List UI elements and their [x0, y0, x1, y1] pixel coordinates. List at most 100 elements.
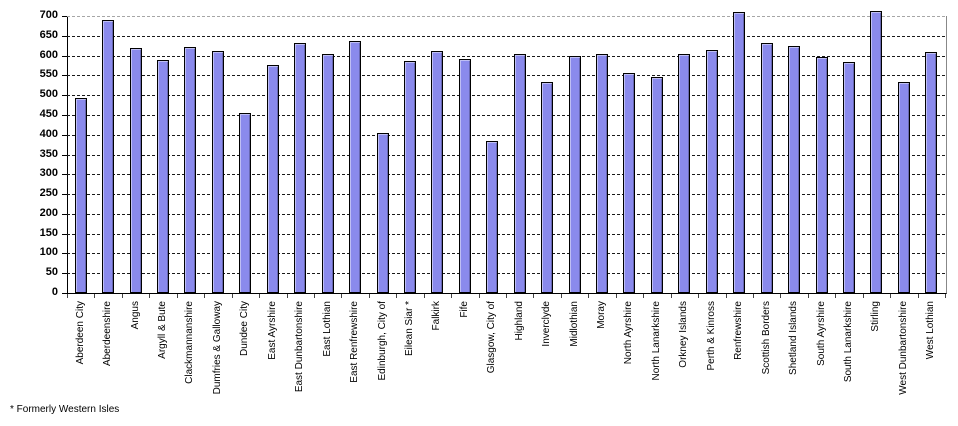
- gridline: [67, 233, 945, 235]
- gridline: [67, 253, 945, 255]
- x-axis-tick: [890, 294, 892, 298]
- y-axis-tick: [62, 134, 67, 136]
- bar: [157, 60, 170, 293]
- y-axis-tick-label: 700: [39, 9, 58, 21]
- x-axis-label: Moray: [596, 301, 608, 329]
- bar: [568, 55, 581, 293]
- x-axis-tick: [945, 294, 946, 298]
- x-axis-tick: [67, 294, 68, 298]
- bar: [678, 54, 691, 293]
- x-axis-label: Perth & Kinross: [705, 301, 717, 371]
- x-axis-tick: [615, 294, 617, 298]
- x-axis-label: Fife: [458, 301, 470, 318]
- chart-footnote: * Formerly Western Isles: [10, 404, 120, 415]
- bar: [925, 52, 938, 293]
- x-axis-tick: [204, 294, 206, 298]
- bar: [486, 140, 499, 293]
- y-axis-tick: [62, 75, 67, 77]
- y-axis-tick-label: 100: [39, 246, 58, 259]
- bar: [376, 132, 389, 293]
- y-axis-tick: [62, 55, 67, 57]
- x-axis-tick: [231, 294, 233, 298]
- bar: [596, 53, 609, 293]
- y-axis-tick: [62, 114, 67, 116]
- y-axis-tick-label: 550: [39, 68, 58, 81]
- bar: [458, 59, 471, 293]
- y-axis-tick: [62, 35, 67, 37]
- bar: [349, 40, 362, 293]
- y-axis-tick-label: 250: [39, 187, 58, 200]
- x-axis-label: Renfrewshire: [733, 301, 745, 360]
- x-axis-label: Stirling: [870, 301, 882, 332]
- gridline: [67, 95, 945, 97]
- x-axis-label: East Renfrewshire: [349, 301, 361, 383]
- gridline: [67, 35, 945, 37]
- y-axis-tick: [62, 253, 67, 255]
- x-axis-label: Inverclyde: [541, 301, 553, 347]
- y-axis-tick: [62, 194, 67, 196]
- y-axis-tick-label: 650: [39, 28, 58, 41]
- bar: [842, 61, 855, 293]
- bar: [733, 12, 746, 293]
- gridline: [67, 213, 945, 215]
- x-axis-tick: [149, 294, 151, 298]
- y-axis-tick: [62, 154, 67, 156]
- x-axis-tick: [506, 294, 507, 298]
- x-axis-tick: [423, 294, 425, 298]
- x-axis-label: Dundee City: [239, 301, 251, 357]
- x-axis-label: Glasgow, City of: [486, 301, 498, 374]
- gridline: [67, 273, 945, 275]
- x-axis-label: North Lanarkshire: [650, 301, 662, 381]
- gridline: [67, 55, 945, 57]
- x-axis-label: Aberdeen City: [74, 301, 86, 365]
- y-axis-tick-label: 450: [39, 107, 58, 120]
- x-axis-label: Scottish Borders: [760, 301, 772, 375]
- y-axis-tick-label: 500: [39, 88, 58, 101]
- y-axis-tick: [62, 233, 67, 235]
- bar: [897, 82, 910, 293]
- x-axis-tick: [478, 294, 480, 298]
- y-axis-tick-label: 400: [39, 127, 58, 140]
- y-axis-tick-label: 200: [39, 206, 58, 219]
- bar: [102, 19, 115, 293]
- x-axis-label: Shetland Islands: [788, 301, 800, 375]
- x-axis-label: West Lothian: [925, 301, 937, 360]
- y-axis-tick-label: 600: [39, 48, 58, 61]
- x-axis-tick: [698, 294, 700, 298]
- x-axis-label: Clackmannanshire: [184, 301, 196, 384]
- y-axis-tick: [62, 95, 67, 97]
- x-axis-tick: [780, 294, 782, 298]
- x-axis-label: East Lothian: [321, 301, 333, 357]
- x-axis-tick: [670, 294, 672, 298]
- x-axis-tick: [396, 294, 398, 298]
- bar: [788, 46, 801, 293]
- x-axis-tick: [862, 294, 864, 298]
- bar: [815, 56, 828, 293]
- bar: [74, 97, 87, 293]
- x-axis-label: Falkirk: [431, 301, 443, 331]
- bar: [239, 112, 252, 293]
- x-axis-tick: [807, 294, 809, 298]
- bar: [403, 61, 416, 293]
- x-axis-label: Highland: [513, 301, 525, 341]
- x-axis-tick: [94, 294, 96, 298]
- x-axis-tick: [533, 294, 535, 298]
- x-axis-tick: [259, 294, 261, 298]
- bar: [266, 65, 279, 293]
- y-axis-tick: [62, 293, 67, 294]
- bar: [760, 42, 773, 293]
- y-axis-tick: [62, 273, 67, 275]
- y-axis-tick: [62, 16, 67, 17]
- x-axis-tick: [560, 294, 562, 298]
- bar: [513, 53, 526, 293]
- x-axis-label: Eilean Siar *: [403, 301, 415, 357]
- bar: [211, 50, 224, 293]
- x-axis-tick: [313, 294, 315, 298]
- x-axis-label: Midlothian: [568, 301, 580, 347]
- x-axis-tick: [286, 294, 288, 298]
- bar: [431, 50, 444, 293]
- x-axis-label: Dumfries & Galloway: [211, 301, 223, 395]
- bar: [294, 43, 307, 293]
- bar: [541, 82, 554, 293]
